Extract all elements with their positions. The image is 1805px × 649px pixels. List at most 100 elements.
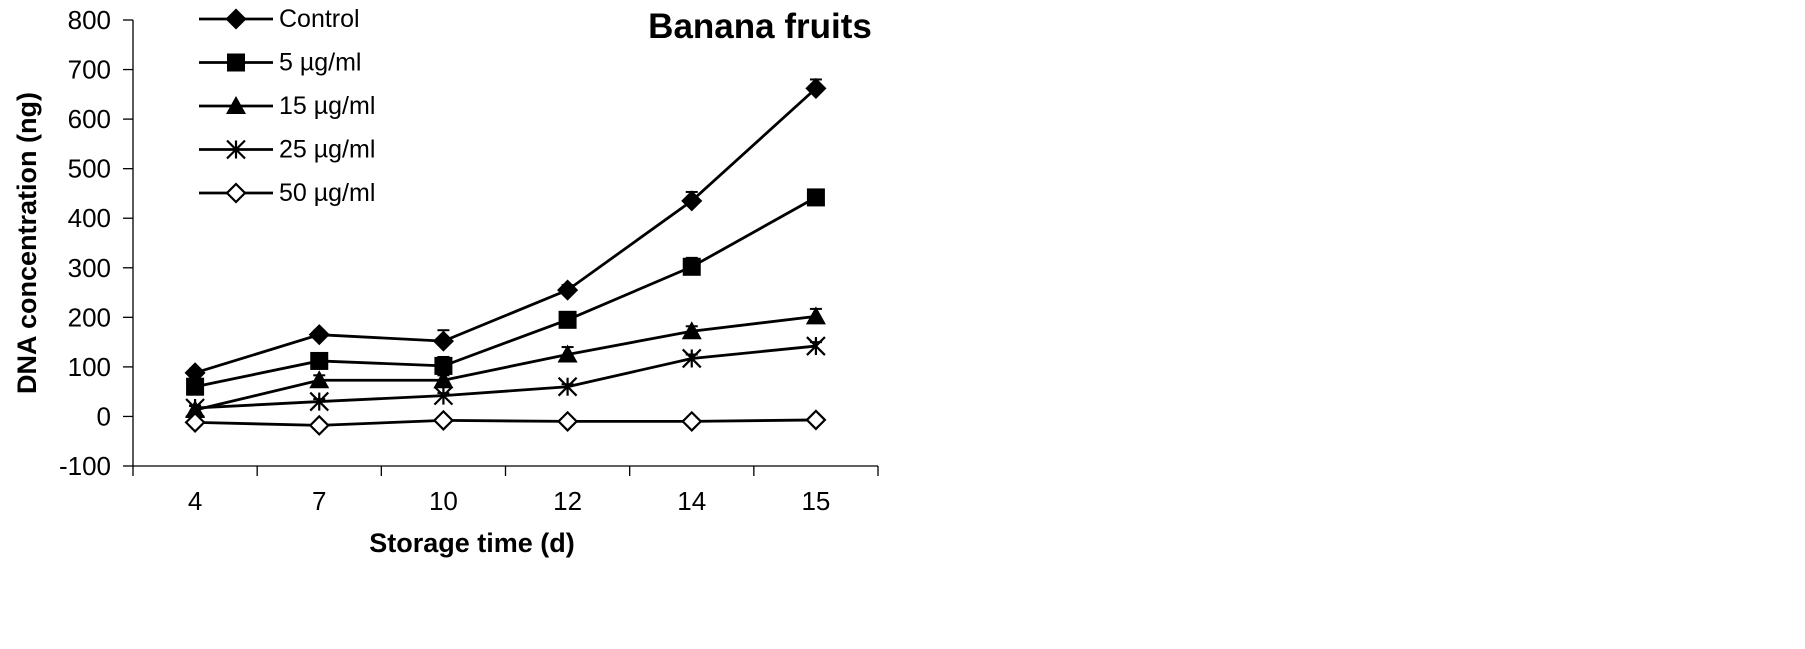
series-0 [184,77,827,384]
x-tick-label: 12 [553,486,582,516]
data-point [681,190,703,212]
legend-item: 15 µg/ml [199,92,375,120]
marker-shape [226,96,246,114]
series-2 [185,306,826,419]
series-line [194,196,817,389]
y-tick-label: -100 [59,451,111,481]
data-point [558,310,577,329]
marker-shape [806,188,825,207]
marker-shape [309,370,330,389]
y-tick-label: 400 [68,203,111,233]
data-point [310,351,329,370]
y-axis-title: DNA concentration (ng) [12,92,42,394]
legend-label: 25 µg/ml [279,136,375,164]
data-point [557,279,579,301]
data-point [557,344,578,363]
legend-label: Control [279,5,360,33]
legend-label: 15 µg/ml [279,92,375,120]
data-point [309,370,330,389]
marker-shape [225,8,247,30]
x-ticks: 4 7 10 12 14 15 [132,466,879,516]
data-point [432,330,454,352]
y-tick-label: 200 [68,302,111,332]
series-line [194,314,817,412]
legend-item: 5 µg/ml [199,49,361,77]
data-point [805,306,826,325]
marker-shape [308,324,330,346]
data-point [433,370,454,389]
legend-marker [226,96,246,114]
series-4 [184,409,827,436]
data-point [186,377,205,396]
y-tick-label: 700 [68,55,111,85]
data-point [805,409,827,431]
series-3 [185,336,826,418]
marker-shape [310,351,329,370]
legend-item: Control [199,5,360,33]
data-point [309,391,330,412]
data-point [806,336,826,356]
x-tick-label: 4 [188,486,202,516]
x-tick-label: 10 [429,486,458,516]
data-point [432,409,454,431]
data-point [806,188,825,207]
series-line [195,344,817,410]
marker-shape [681,410,703,432]
y-tick-label: 100 [68,352,111,382]
data-point [308,414,330,436]
marker-shape [432,409,454,431]
legend-marker [225,8,247,30]
data-point [681,321,702,340]
data-point [308,324,330,346]
x-tick-label: 7 [312,486,326,516]
data-point [434,356,453,375]
y-tick-label: 600 [68,104,111,134]
legend-label: 50 µg/ml [279,179,375,207]
data-point [557,376,578,397]
marker-shape [227,53,245,72]
marker-shape [434,356,453,375]
data-point [184,411,206,433]
marker-shape [184,411,206,433]
marker-shape [225,182,247,204]
data-point [557,410,579,432]
series-line [194,87,817,375]
marker-shape [432,330,454,352]
y-tick-label: 300 [68,253,111,283]
marker-shape [805,77,827,99]
legend-label: 5 µg/ml [279,49,361,77]
marker-shape [805,409,827,431]
chart-title: Banana fruits [648,7,872,46]
y-tick-label: 500 [68,154,111,184]
marker-shape [557,344,578,363]
data-point [681,410,703,432]
legend-marker [227,53,245,72]
marker-shape [558,310,577,329]
y-tick-label: 800 [68,5,111,35]
x-tick-label: 14 [677,486,706,516]
data-point [682,257,701,276]
x-axis-title: Storage time (d) [369,528,575,558]
data-point [805,77,827,99]
marker-shape [681,190,703,212]
marker-shape [557,279,579,301]
legend-marker [226,139,246,160]
marker-shape [557,410,579,432]
marker-shape [186,377,205,396]
series-line [195,418,816,427]
y-ticks: 800 700 600 500 400 300 200 100 0 -100 [59,5,133,481]
data-point [681,348,702,369]
legend: Control 5 µg/ml 15 µg/ml 25 µg/ml 50 µg/ml [199,5,375,207]
marker-shape [805,306,826,325]
series-layer [184,77,827,436]
x-tick-label: 15 [801,486,830,516]
marker-shape [308,414,330,436]
marker-shape [682,257,701,276]
series-1 [186,188,825,396]
legend-item: 25 µg/ml [199,136,375,164]
y-tick-label: 0 [97,401,111,431]
marker-shape [433,370,454,389]
legend-marker [225,182,247,204]
legend-item: 50 µg/ml [199,179,375,207]
